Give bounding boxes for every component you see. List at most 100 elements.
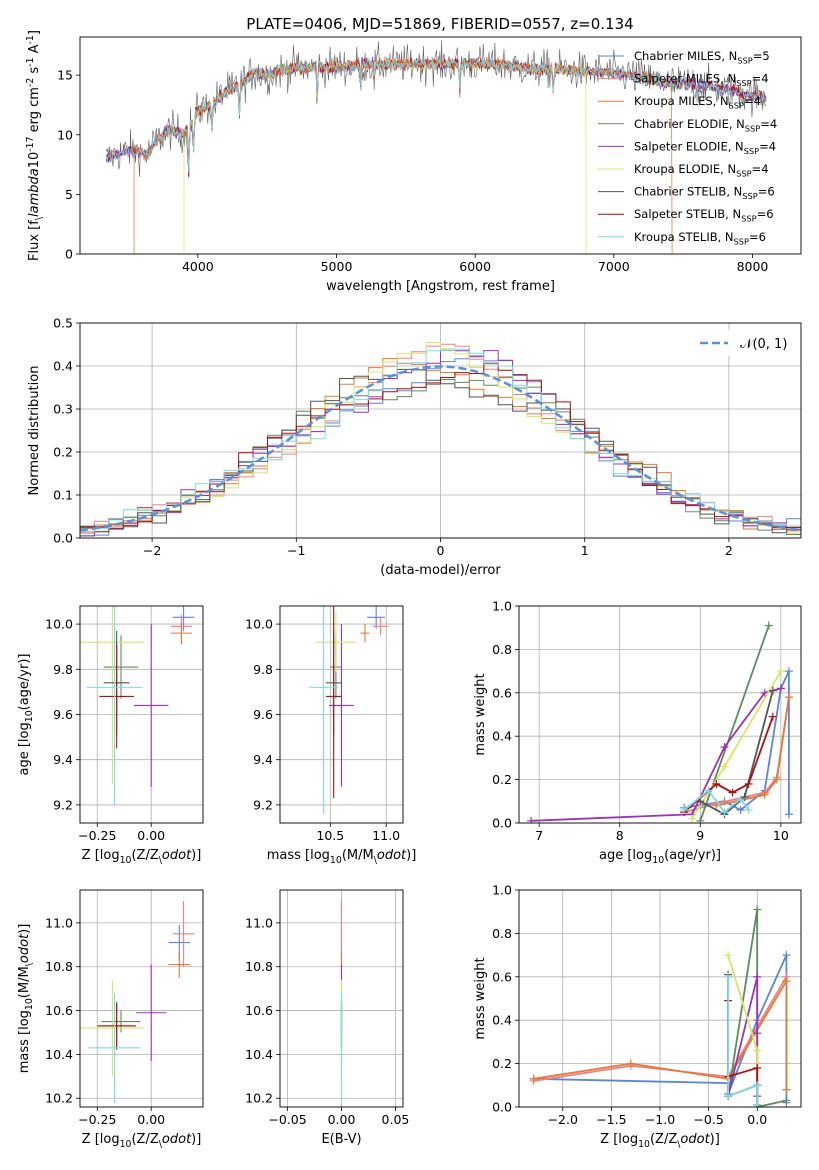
y-tick-label: 0.4 <box>492 1013 512 1028</box>
x-tick-label: 0.0 <box>747 1112 767 1127</box>
ticks <box>76 322 730 542</box>
series-kroupa-stelib <box>680 786 753 817</box>
ticks <box>76 623 152 827</box>
errorbar-kroupa-elodie <box>80 979 145 1077</box>
series-point <box>776 684 785 693</box>
series-point <box>784 667 793 676</box>
y-tick-label: 0.0 <box>492 1100 512 1115</box>
series-point <box>527 816 536 823</box>
y-tick-label: 9.6 <box>253 707 273 722</box>
residuals-panel: −2 −1 0 1 2 0.0 0.1 0.2 0.3 0.4 0.5 (data-model)/er… <box>27 316 802 578</box>
y-tick-label: 0.0 <box>492 816 512 831</box>
legend-label-salpeter-elodie: Salpeter ELODIE, NSSP=4 <box>634 139 776 155</box>
y-tick-label: 10.0 <box>245 617 273 632</box>
axes-frame <box>79 889 204 1108</box>
y-axis-label: Normed distribution <box>27 366 42 496</box>
errorbar-salpeter-elodie <box>136 964 167 1061</box>
y-tick-label: 10.0 <box>45 617 73 632</box>
series-point <box>776 667 785 676</box>
x-tick-label: 10 <box>773 828 789 843</box>
series-point <box>782 1096 791 1105</box>
x-tick-label: −1.5 <box>596 1112 626 1127</box>
x-tick-label: −1.0 <box>645 1112 675 1127</box>
plot-area <box>529 905 791 1107</box>
legend-box <box>692 330 794 356</box>
series-point <box>728 788 737 797</box>
x-tick-label: −0.25 <box>78 1112 116 1127</box>
y-tick-label: 10.2 <box>245 1091 273 1106</box>
y-tick-label: 1.0 <box>492 599 512 614</box>
y-tick-label: 0.3 <box>53 402 73 417</box>
y-tick-label: 9.2 <box>253 797 273 812</box>
y-tick-label: 0.2 <box>53 445 73 460</box>
series-point <box>740 792 749 801</box>
x-tick-label: 0.05 <box>382 1112 410 1127</box>
series-point <box>753 972 762 981</box>
ticks <box>76 922 152 1111</box>
y-axis-label: age [log10(age/yr)] <box>17 654 35 776</box>
errorbar-salpeter-stelib <box>99 644 134 749</box>
series-point <box>753 1100 762 1107</box>
series-point <box>688 814 697 823</box>
errorbar-kroupa-miles <box>170 621 193 645</box>
series-point <box>782 1085 791 1094</box>
legend-label-normal: 𝒩(0, 1) <box>740 337 787 352</box>
x-tick-label: 7000 <box>598 259 630 274</box>
x-axis-label: Z [log10(Z/Z\odot)] <box>82 848 202 866</box>
spectrum-panel: 4000 5000 6000 7000 8000 0 5 10 15 wavelength [An… <box>25 30 802 294</box>
y-tick-label: 11.0 <box>245 915 273 930</box>
y-tick-label: 9.4 <box>53 752 73 767</box>
y-tick-label: 0.8 <box>492 642 512 657</box>
errorbar-chabrier-elodie <box>101 1010 141 1033</box>
y-axis-label: mass weight <box>473 957 488 1039</box>
errorbar-kroupa-stelib <box>88 993 141 1103</box>
series-point <box>529 1074 538 1083</box>
ticks <box>276 922 396 1111</box>
histogram-salpeter-elodie <box>80 349 801 537</box>
histogram-kroupa-elodie <box>80 342 801 534</box>
age-weight-panel: 7 8 9 10 0.0 0.2 0.4 0.6 0.8 1.0 age [log10(age/yr… <box>473 599 802 866</box>
series-point <box>784 810 793 819</box>
histogram-salpeter-stelib <box>80 362 801 533</box>
x-tick-label: 7 <box>535 828 543 843</box>
y-tick-label: 10.4 <box>245 1047 273 1062</box>
z-age-panel: −0.25 0.00 9.2 9.4 9.6 9.8 10.0 Z [log10(Z/Z\od… <box>17 605 204 866</box>
spectrum-line-kroupa-stelib <box>105 57 767 173</box>
legend-label-chabrier-stelib: Chabrier STELIB, NSSP=6 <box>634 185 775 201</box>
series-point <box>753 905 762 914</box>
y-tick-label: 0.4 <box>53 359 73 374</box>
plot-area <box>80 342 801 537</box>
series-point <box>760 790 769 799</box>
ticks <box>76 74 753 258</box>
errorbar-kroupa-miles <box>360 624 370 643</box>
series-point <box>744 779 753 788</box>
errorbar-chabrier-miles <box>367 606 386 629</box>
x-axis-label: age [log10(age/yr)] <box>599 848 721 866</box>
axes-frame <box>79 36 802 255</box>
series-point <box>720 808 729 817</box>
y-tick-label: 10.2 <box>45 1091 73 1106</box>
y-tick-label: 10.4 <box>45 1047 73 1062</box>
x-tick-label: 0.00 <box>328 1112 356 1127</box>
series-point <box>736 805 745 814</box>
ticks <box>276 623 387 827</box>
plot-area <box>105 40 767 254</box>
series-line <box>699 690 774 816</box>
axes-frame <box>518 605 802 824</box>
errorbar-salpeter-stelib <box>325 606 342 799</box>
errorbar-kroupa-miles <box>168 951 191 978</box>
errorbar-kroupa-stelib <box>86 606 143 805</box>
x-tick-label: 9 <box>696 828 704 843</box>
series-point <box>764 621 773 630</box>
ticks <box>515 605 782 827</box>
x-tick-label: −0.5 <box>693 1112 723 1127</box>
plot-area <box>80 606 195 805</box>
y-axis-label: mass weight <box>473 673 488 755</box>
series-point <box>784 693 793 702</box>
mass-age-panel: 10.5 11.0 9.2 9.4 9.6 9.8 10.0 mass [log10(M/M\… <box>245 605 416 866</box>
y-tick-label: 0.6 <box>492 685 512 700</box>
x-tick-label: 8000 <box>737 259 769 274</box>
x-tick-label: 1 <box>581 543 589 558</box>
x-tick-label: 0.00 <box>137 1112 165 1127</box>
series-line <box>727 976 759 1105</box>
